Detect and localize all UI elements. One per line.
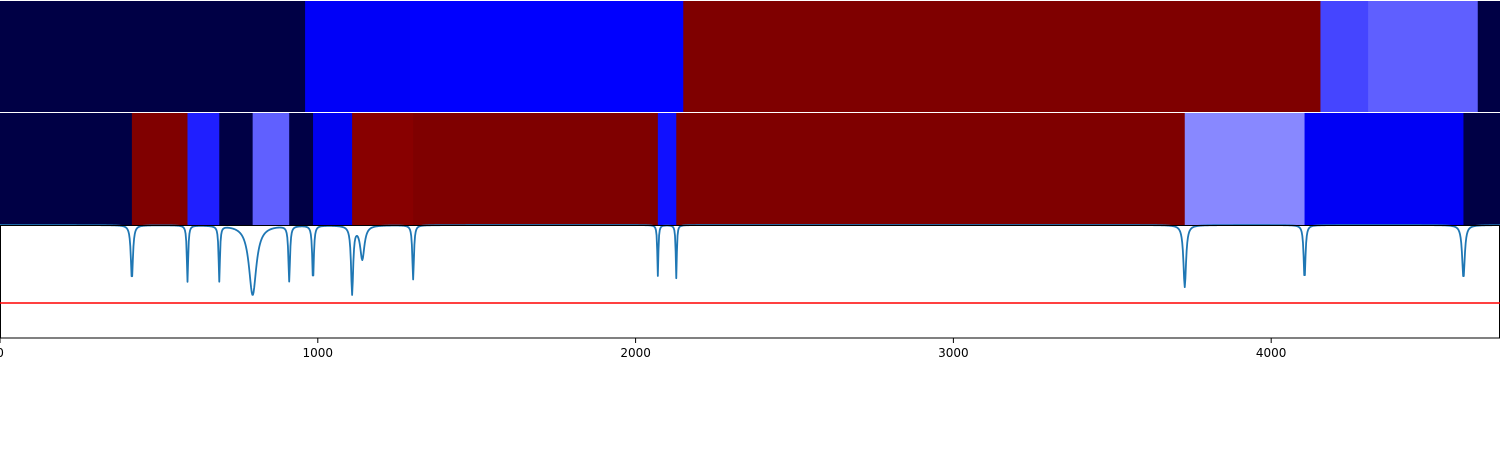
segment-band-top-segment-0 — [0, 1, 306, 112]
segment-band-top-segment-5 — [1368, 1, 1479, 112]
segment-band-top-segment-1 — [305, 1, 411, 112]
segment-band-bottom-segment-6 — [313, 113, 353, 225]
segment-band-bottom-segment-11 — [1184, 113, 1306, 225]
x-tick-label-2: 2000 — [620, 346, 651, 360]
segment-band-top — [0, 1, 1500, 112]
segment-band-bottom-segment-4 — [252, 113, 290, 225]
segment-band-bottom-segment-2 — [187, 113, 220, 225]
segment-band-top-segment-3 — [683, 1, 1321, 112]
x-axis: 0 1000 2000 3000 4000 — [0, 338, 1286, 360]
segment-band-bottom-segment-0 — [0, 113, 133, 225]
segment-band-bottom-segment-5 — [289, 113, 314, 225]
x-tick-label-0: 0 — [0, 346, 4, 360]
segment-band-bottom — [0, 113, 1500, 225]
segment-band-top-segment-4 — [1320, 1, 1369, 112]
x-tick-label-4: 4000 — [1256, 346, 1287, 360]
signal-line — [0, 224, 1500, 296]
segment-band-bottom-segment-13 — [1463, 113, 1500, 225]
x-tick-label-1: 1000 — [303, 346, 334, 360]
segment-band-bottom-segment-10 — [676, 113, 1186, 225]
segment-band-bottom-segment-12 — [1304, 113, 1464, 225]
segment-band-bottom-segment-3 — [219, 113, 254, 225]
segment-band-bottom-segment-9 — [657, 113, 677, 225]
segment-band-top-segment-6 — [1477, 1, 1500, 112]
segment-band-bottom-segment-7 — [352, 113, 414, 225]
segment-band-top-segment-2 — [409, 1, 684, 112]
segment-band-bottom-segment-1 — [131, 113, 188, 225]
signal-frame — [0, 225, 1500, 339]
x-tick-label-3: 3000 — [938, 346, 969, 360]
segment-band-bottom-segment-8 — [413, 113, 659, 225]
signal-panel — [0, 224, 1500, 339]
